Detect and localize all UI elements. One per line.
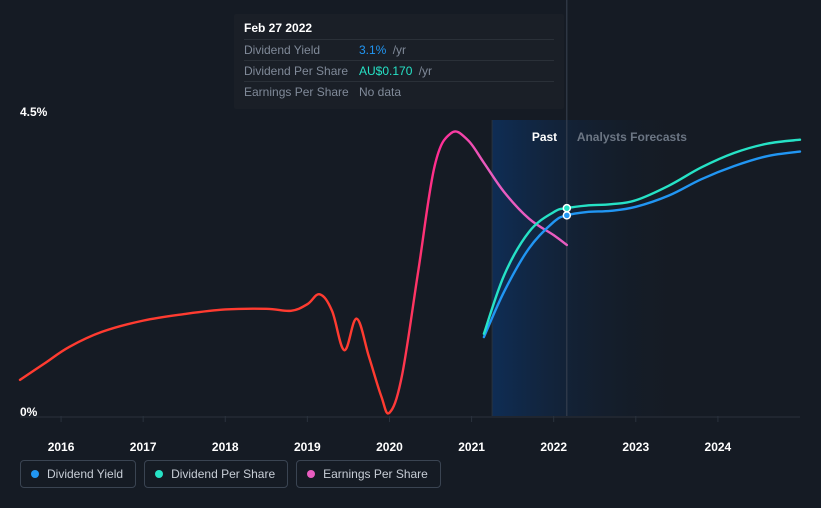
tooltip-row-label: Dividend Per Share [244, 61, 359, 82]
tooltip-row-label: Earnings Per Share [244, 82, 359, 103]
tooltip-row-value: No data [359, 82, 554, 103]
tooltip-date: Feb 27 2022 [244, 21, 554, 35]
tooltip-row-label: Dividend Yield [244, 40, 359, 61]
tooltip-row-value: 3.1% /yr [359, 40, 554, 61]
chart-legend: Dividend Yield Dividend Per Share Earnings… [20, 460, 441, 488]
hover-marker-dividend_yield [563, 212, 570, 219]
y-tick-min: 0% [20, 405, 37, 419]
x-label: 2016 [48, 440, 75, 454]
legend-item-earnings_per_share[interactable]: Earnings Per Share [296, 460, 441, 488]
region-label-past: Past [532, 130, 557, 144]
forecast-band [492, 120, 687, 416]
x-label: 2020 [376, 440, 403, 454]
legend-dot-icon [155, 470, 163, 478]
legend-label: Dividend Per Share [171, 467, 275, 481]
legend-item-dividend_yield[interactable]: Dividend Yield [20, 460, 136, 488]
tooltip-row: Dividend Yield3.1% /yr [244, 40, 554, 61]
dividend-chart: 4.5% 0% 2016 2017 2018 2019 2020 2021 2022 2023… [0, 0, 821, 508]
x-label: 2022 [540, 440, 567, 454]
tooltip-row: Dividend Per ShareAU$0.170 /yr [244, 61, 554, 82]
hover-tooltip: Feb 27 2022 Dividend Yield3.1% /yrDivide… [234, 14, 564, 109]
legend-dot-icon [307, 470, 315, 478]
tooltip-table: Dividend Yield3.1% /yrDividend Per Share… [244, 39, 554, 102]
x-label: 2017 [130, 440, 157, 454]
legend-dot-icon [31, 470, 39, 478]
region-label-forecast: Analysts Forecasts [577, 130, 687, 144]
tooltip-row: Earnings Per ShareNo data [244, 82, 554, 103]
legend-item-dividend_per_share[interactable]: Dividend Per Share [144, 460, 288, 488]
x-label: 2018 [212, 440, 239, 454]
x-label: 2024 [705, 440, 732, 454]
x-label: 2021 [458, 440, 485, 454]
tooltip-row-value: AU$0.170 /yr [359, 61, 554, 82]
series-earnings_per_share [20, 131, 567, 413]
hover-marker-dividend_per_share [563, 205, 570, 212]
y-tick-max: 4.5% [20, 105, 47, 119]
x-label: 2019 [294, 440, 321, 454]
legend-label: Earnings Per Share [323, 467, 428, 481]
legend-label: Dividend Yield [47, 467, 123, 481]
x-label: 2023 [622, 440, 649, 454]
